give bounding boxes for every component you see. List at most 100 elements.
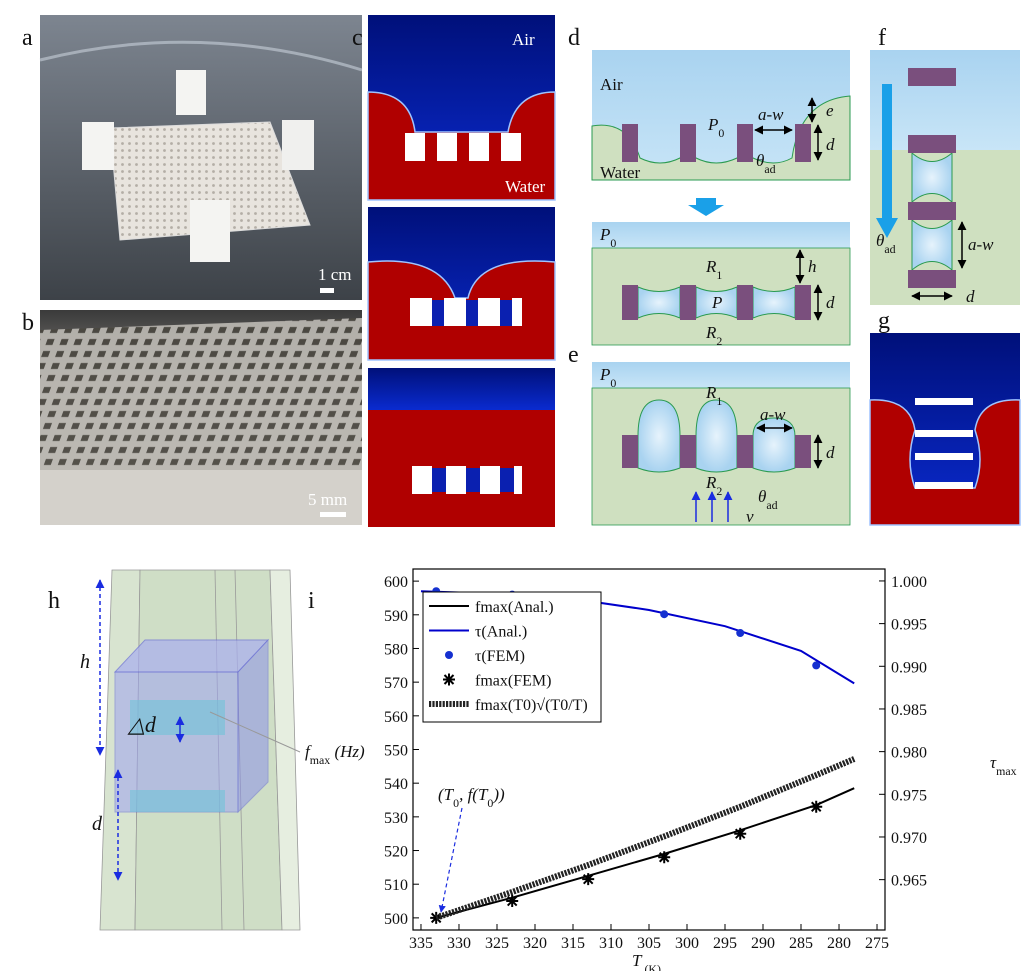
symbol: h: [808, 257, 817, 276]
symbol: d: [826, 443, 835, 462]
text-part: τ: [990, 753, 997, 772]
symbol: R2: [705, 473, 722, 498]
x-tick-label: 290: [751, 935, 775, 952]
text-part: 0: [487, 796, 493, 810]
panel-label: b: [22, 310, 34, 336]
panel-label: a: [22, 25, 33, 51]
x-tick-label: 285: [789, 935, 813, 952]
symbol: R1: [705, 257, 722, 282]
x-tick-label: 330: [447, 935, 471, 952]
y2-tick-label: 0.980: [891, 745, 927, 762]
symbol: e: [826, 101, 834, 120]
y-tick-label: 520: [384, 844, 408, 861]
text-part: )): [492, 785, 505, 804]
text-part: (Hz): [330, 742, 365, 761]
symbol: θad: [876, 231, 896, 256]
marker-asterisk: [658, 851, 671, 864]
legend-label: τ(Anal.): [475, 624, 527, 641]
symbol: d: [826, 293, 835, 312]
text-part: 0: [718, 126, 724, 140]
legend-box: [422, 591, 602, 723]
text-part: max: [996, 764, 1017, 778]
marker-asterisk: [443, 673, 455, 686]
y-tick-label: 570: [384, 675, 408, 692]
panel-label: e: [568, 342, 579, 368]
symbol: θad: [756, 151, 776, 176]
scale-label: 1 cm: [318, 265, 352, 284]
x-tick-label: 320: [523, 935, 547, 952]
series-line: [435, 756, 856, 921]
diagram-f: [870, 50, 1020, 305]
x-tick-label: 305: [637, 935, 661, 952]
y-tick-label: 590: [384, 608, 408, 625]
text-part: T: [632, 951, 643, 970]
symbol: a-w: [758, 105, 784, 124]
x-tick-label: 335: [409, 935, 433, 952]
x-axis-label: T (K): [632, 951, 661, 971]
y2-tick-label: 0.985: [891, 702, 927, 719]
legend-label: fmax(Anal.): [475, 599, 554, 616]
text-part: R: [705, 257, 717, 276]
marker-asterisk: [430, 911, 443, 924]
panel-label: h: [48, 588, 60, 614]
symbol: R2: [705, 323, 722, 348]
annotation: (T0, f(T0)): [438, 785, 505, 810]
panel-label: f: [878, 25, 886, 51]
symbol: a-w: [760, 405, 786, 424]
panel-label: c: [352, 25, 363, 51]
marker-asterisk: [734, 827, 747, 840]
diagram-e: [591, 362, 851, 526]
legend-swatch: [445, 651, 453, 659]
marker-circle: [812, 661, 821, 670]
text-part: ad: [764, 162, 775, 176]
text-part: P: [599, 225, 610, 244]
y-tick-label: 510: [384, 877, 408, 894]
text-part: , f(T: [459, 785, 489, 804]
y2-axis-label: τmax: [990, 753, 1017, 778]
text-part: (K): [641, 962, 661, 971]
symbol: P0: [599, 225, 616, 250]
marker-asterisk: [582, 873, 595, 886]
x-tick-label: 295: [713, 935, 737, 952]
marker-circle: [736, 629, 745, 638]
symbol: P0: [599, 365, 616, 390]
y2-tick-label: 0.995: [891, 617, 927, 634]
labels: a 1 cm b 5 mm c Air Water d Air Water P0…: [22, 25, 994, 835]
photo-b: [40, 310, 362, 525]
text-part: 2: [716, 484, 722, 498]
text-part: f: [305, 742, 312, 761]
symbol: d: [966, 287, 975, 306]
y2-tick-label: 1.000: [891, 574, 927, 591]
text-part: 1: [716, 268, 722, 282]
x-tick-label: 275: [865, 935, 889, 952]
panel-label: i: [308, 588, 315, 614]
symbol: θad: [758, 487, 778, 512]
text-part: R: [705, 473, 717, 492]
x-tick-label: 300: [675, 935, 699, 952]
text-part: R: [705, 323, 717, 342]
marker-asterisk: [506, 895, 519, 908]
text-part: P: [599, 365, 610, 384]
diagram-d: [591, 50, 851, 346]
symbol: v: [746, 507, 754, 526]
text-part: ad: [884, 242, 895, 256]
symbol: △d: [127, 712, 157, 737]
y-tick-label: 500: [384, 911, 408, 928]
text-part: R: [705, 383, 717, 402]
text-part: max: [310, 753, 331, 767]
text-part: 1: [716, 394, 722, 408]
water-label: Water: [505, 177, 545, 196]
symbol: P0: [707, 115, 724, 140]
symbol: d: [826, 135, 835, 154]
symbol: R1: [705, 383, 722, 408]
annotation-arrow: [438, 807, 463, 913]
symbol: d: [92, 813, 103, 835]
legend-label: fmax(FEM): [475, 673, 551, 690]
water-label: Water: [600, 163, 640, 182]
y-tick-label: 530: [384, 810, 408, 827]
x-tick-label: 280: [827, 935, 851, 952]
x-tick-label: 310: [599, 935, 623, 952]
y2-tick-label: 0.975: [891, 787, 927, 804]
y-tick-label: 550: [384, 743, 408, 760]
text-part: P: [707, 115, 718, 134]
